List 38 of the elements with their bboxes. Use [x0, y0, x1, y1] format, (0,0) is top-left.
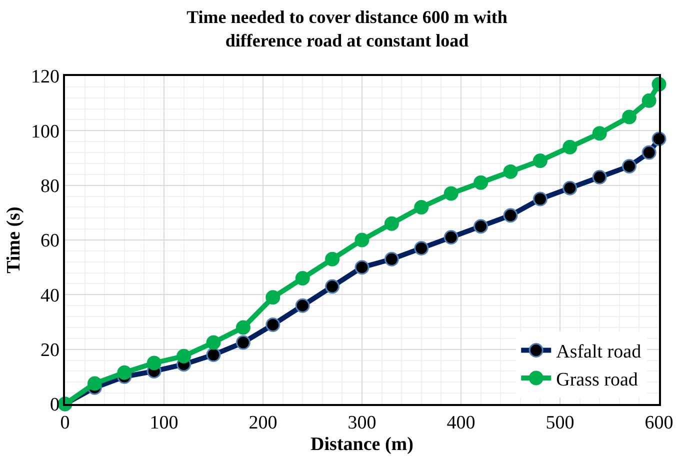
point [562, 140, 578, 154]
point [444, 186, 458, 201]
y-tick-label: 100 [30, 121, 60, 142]
point [592, 126, 607, 141]
point [325, 252, 340, 266]
x-tick-label: 100 [150, 412, 178, 434]
point [236, 320, 250, 335]
x-tick-label: 200 [248, 412, 278, 434]
y-tick-label: 120 [30, 66, 60, 88]
x-tick-label: 600 [644, 412, 674, 434]
point [474, 175, 488, 190]
point [642, 93, 656, 108]
x-axis-title: Distance (m) [310, 434, 414, 455]
y-tick-label: 40 [40, 285, 60, 306]
point [87, 376, 102, 391]
point [176, 348, 192, 364]
point [295, 271, 310, 286]
y-axis-title: Time (s) [3, 206, 24, 274]
legend-label: Asfalt road [556, 342, 642, 363]
point [206, 335, 221, 350]
point [354, 232, 370, 248]
point [266, 290, 280, 305]
x-tick-label: 400 [446, 412, 476, 434]
y-tick-label: 0 [50, 394, 60, 416]
y-tick-label: 20 [40, 340, 60, 361]
y-tick-label: 80 [40, 176, 60, 197]
legend-label: Grass road [556, 369, 638, 390]
point [384, 216, 399, 231]
point [622, 110, 637, 124]
point [414, 200, 429, 214]
y-tick-label: 60 [40, 230, 60, 252]
point [117, 365, 132, 380]
point [146, 356, 162, 370]
x-tick-label: 300 [348, 412, 376, 434]
chart-title: Time needed to cover distance 600 m with difference road at constant load [186, 7, 508, 51]
point [532, 153, 548, 168]
x-tick-label: 500 [546, 412, 574, 434]
point [503, 164, 518, 179]
